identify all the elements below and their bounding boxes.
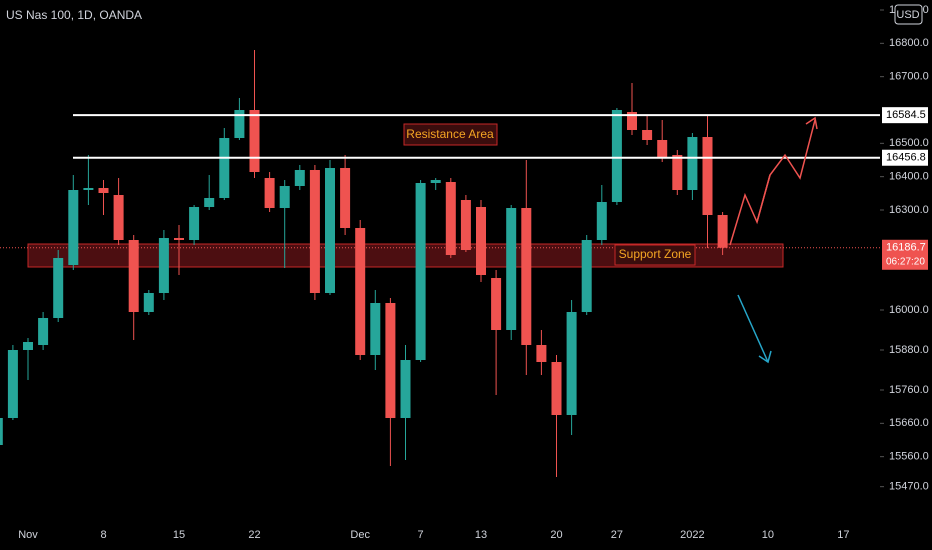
support-zone — [27, 243, 784, 268]
candle-body — [445, 182, 456, 255]
candle-body — [113, 195, 124, 240]
projection-up-2 — [756, 119, 816, 223]
level-label: 16584.5 — [886, 109, 926, 121]
candle-body — [506, 208, 517, 330]
candles — [0, 50, 880, 477]
candle-body — [672, 155, 683, 190]
candle-body — [309, 170, 320, 293]
candle-body — [476, 207, 486, 275]
currency[interactable]: USD — [896, 9, 919, 21]
x-tick-label: 10 — [762, 529, 774, 541]
candle-body — [355, 228, 366, 355]
last-price-label: 16186.7 — [886, 242, 926, 254]
candle-body — [687, 137, 698, 190]
candle-body — [83, 188, 94, 190]
candle-body — [551, 362, 562, 415]
candle-body — [38, 318, 49, 345]
y-tick-label: 15760.0 — [889, 384, 929, 396]
candle-body — [53, 258, 64, 318]
candle-body — [521, 208, 532, 345]
candle-body — [249, 110, 260, 172]
candle-body — [234, 110, 245, 138]
candle-body — [596, 202, 607, 240]
candle-body — [536, 345, 547, 362]
level-label-box — [882, 107, 928, 124]
x-tick-label: Nov — [18, 529, 38, 541]
y-tick-label: 16300.0 — [889, 204, 929, 216]
y-tick-label: 16500.0 — [889, 137, 929, 149]
x-tick-label: 22 — [248, 529, 260, 541]
x-tick-label: Dec — [350, 529, 370, 541]
support-label: Support Zone — [619, 247, 692, 261]
level-label: 16456.8 — [886, 152, 926, 164]
x-tick-label: 8 — [100, 529, 106, 541]
y-tick-label: 15560.0 — [889, 451, 929, 463]
candle-body — [98, 188, 109, 193]
y-tick-label: 15660.0 — [889, 417, 929, 429]
y-tick-label: 16000.0 — [889, 304, 929, 316]
candle-body — [23, 342, 33, 350]
candle-body — [430, 180, 441, 183]
candle-body — [68, 190, 79, 265]
candle-body — [189, 207, 200, 240]
candle-body — [294, 170, 305, 186]
candle-body — [385, 303, 396, 418]
currency-button[interactable] — [894, 4, 923, 25]
candle-body — [174, 238, 184, 240]
candle-body — [627, 112, 637, 130]
projection-down — [737, 294, 769, 363]
x-tick-label: 7 — [418, 529, 424, 541]
y-tick-label: 15470.0 — [889, 481, 929, 493]
candle-body — [279, 186, 290, 208]
candle-body — [219, 138, 230, 198]
candle-body — [581, 240, 592, 312]
chart-title: US Nas 100, 1D, OANDA — [6, 8, 142, 22]
candle-body — [264, 178, 275, 208]
candle-body — [128, 240, 139, 312]
y-tick-label: 15880.0 — [889, 344, 929, 356]
x-tick-label: 17 — [837, 529, 849, 541]
level-label-box — [882, 149, 928, 166]
candle-body — [717, 215, 728, 248]
resistance-label: Resistance Area — [406, 127, 494, 141]
x-tick-label: 15 — [173, 529, 185, 541]
y-tick-label: 16800.0 — [889, 37, 929, 49]
candle-body — [0, 418, 3, 445]
arrow-head-up — [805, 116, 818, 130]
x-tick-label: 13 — [475, 529, 487, 541]
price-axis: 16900.016800.016700.016500.016400.016300… — [880, 4, 929, 493]
resistance-label-box — [403, 123, 498, 146]
y-tick-label: 16400.0 — [889, 171, 929, 183]
candle-body — [460, 200, 471, 250]
support-label-box — [614, 244, 696, 266]
candle-body — [566, 312, 577, 415]
last-price-box — [882, 239, 928, 270]
candle-body — [158, 238, 169, 293]
x-tick-label: 2022 — [680, 529, 704, 541]
candle-body — [642, 130, 653, 140]
candle-body — [325, 168, 335, 293]
y-tick-label: 16700.0 — [889, 71, 929, 83]
candle-body — [340, 168, 351, 228]
candle-body — [702, 137, 713, 215]
candle-body — [143, 293, 154, 312]
candle-body — [7, 350, 18, 418]
countdown-label: 06:27:20 — [886, 256, 925, 267]
candle-body — [400, 360, 411, 418]
candle-body — [491, 278, 502, 330]
candle-body — [370, 303, 381, 355]
candle-body — [204, 198, 215, 207]
candle-body — [415, 183, 426, 360]
arrow-head-down — [758, 350, 772, 364]
candle-body — [611, 110, 622, 202]
candle-body — [657, 140, 668, 158]
x-tick-label: 20 — [550, 529, 562, 541]
x-tick-label: 27 — [611, 529, 623, 541]
